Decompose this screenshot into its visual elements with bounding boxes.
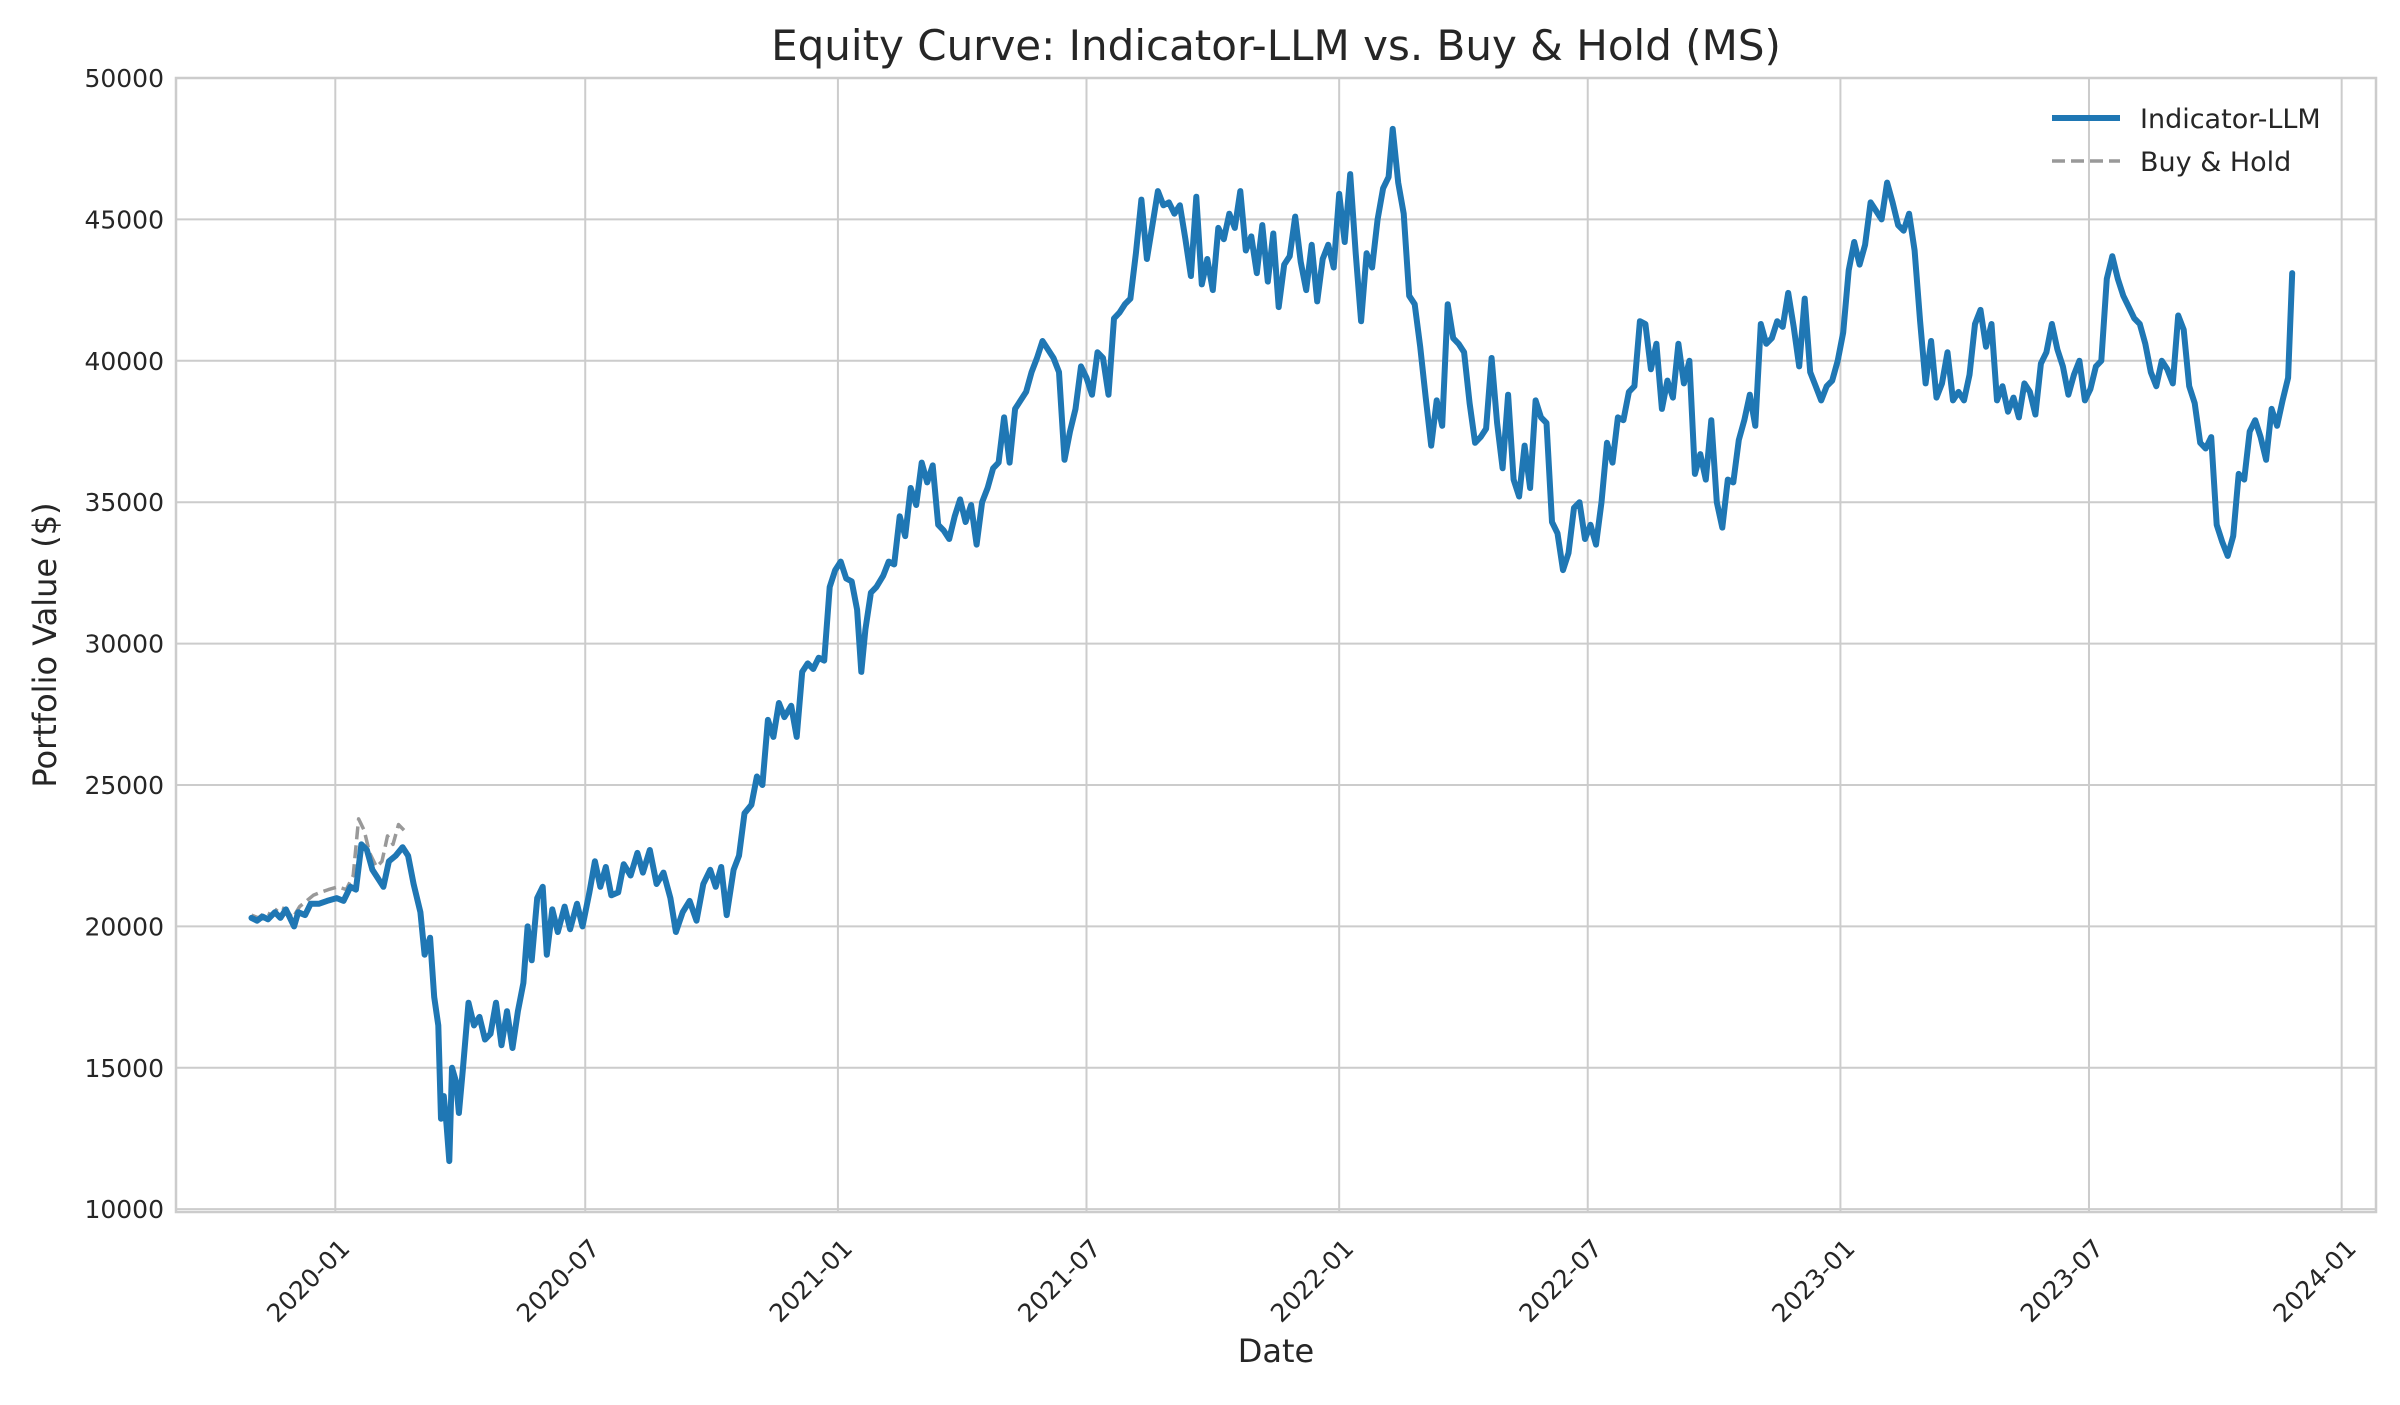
series-line-buy-hold: [250, 817, 406, 920]
y-tick-label: 25000: [84, 771, 164, 800]
y-tick-label: 40000: [84, 347, 164, 376]
y-tick-labels: 10000 15000 20000 25000 30000 35000 40000 45000…: [84, 64, 164, 1224]
y-tick-label: 20000: [84, 912, 164, 941]
series-layer: [248, 125, 2296, 1165]
plot-frame: [174, 76, 2378, 1214]
y-tick-label: 10000: [84, 1195, 164, 1224]
y-tick-label: 50000: [84, 64, 164, 93]
y-tick-label: 30000: [84, 630, 164, 659]
legend-label-indicator-llm: Indicator-LLM: [2140, 104, 2321, 135]
series-line-indicator-llm: [248, 125, 2296, 1165]
chart-title: Equity Curve: Indicator-LLM vs. Buy & Ho…: [771, 21, 1781, 70]
y-tick-label: 35000: [84, 488, 164, 517]
y-tick-label: 15000: [84, 1054, 164, 1083]
legend-label-buy-hold: Buy & Hold: [2140, 147, 2291, 178]
x-axis-title: Date: [1238, 1332, 1314, 1370]
y-tick-label: 45000: [84, 205, 164, 234]
y-axis-title: Portfolio Value ($): [26, 502, 64, 787]
legend: Indicator-LLM Buy & Hold: [2052, 104, 2321, 178]
